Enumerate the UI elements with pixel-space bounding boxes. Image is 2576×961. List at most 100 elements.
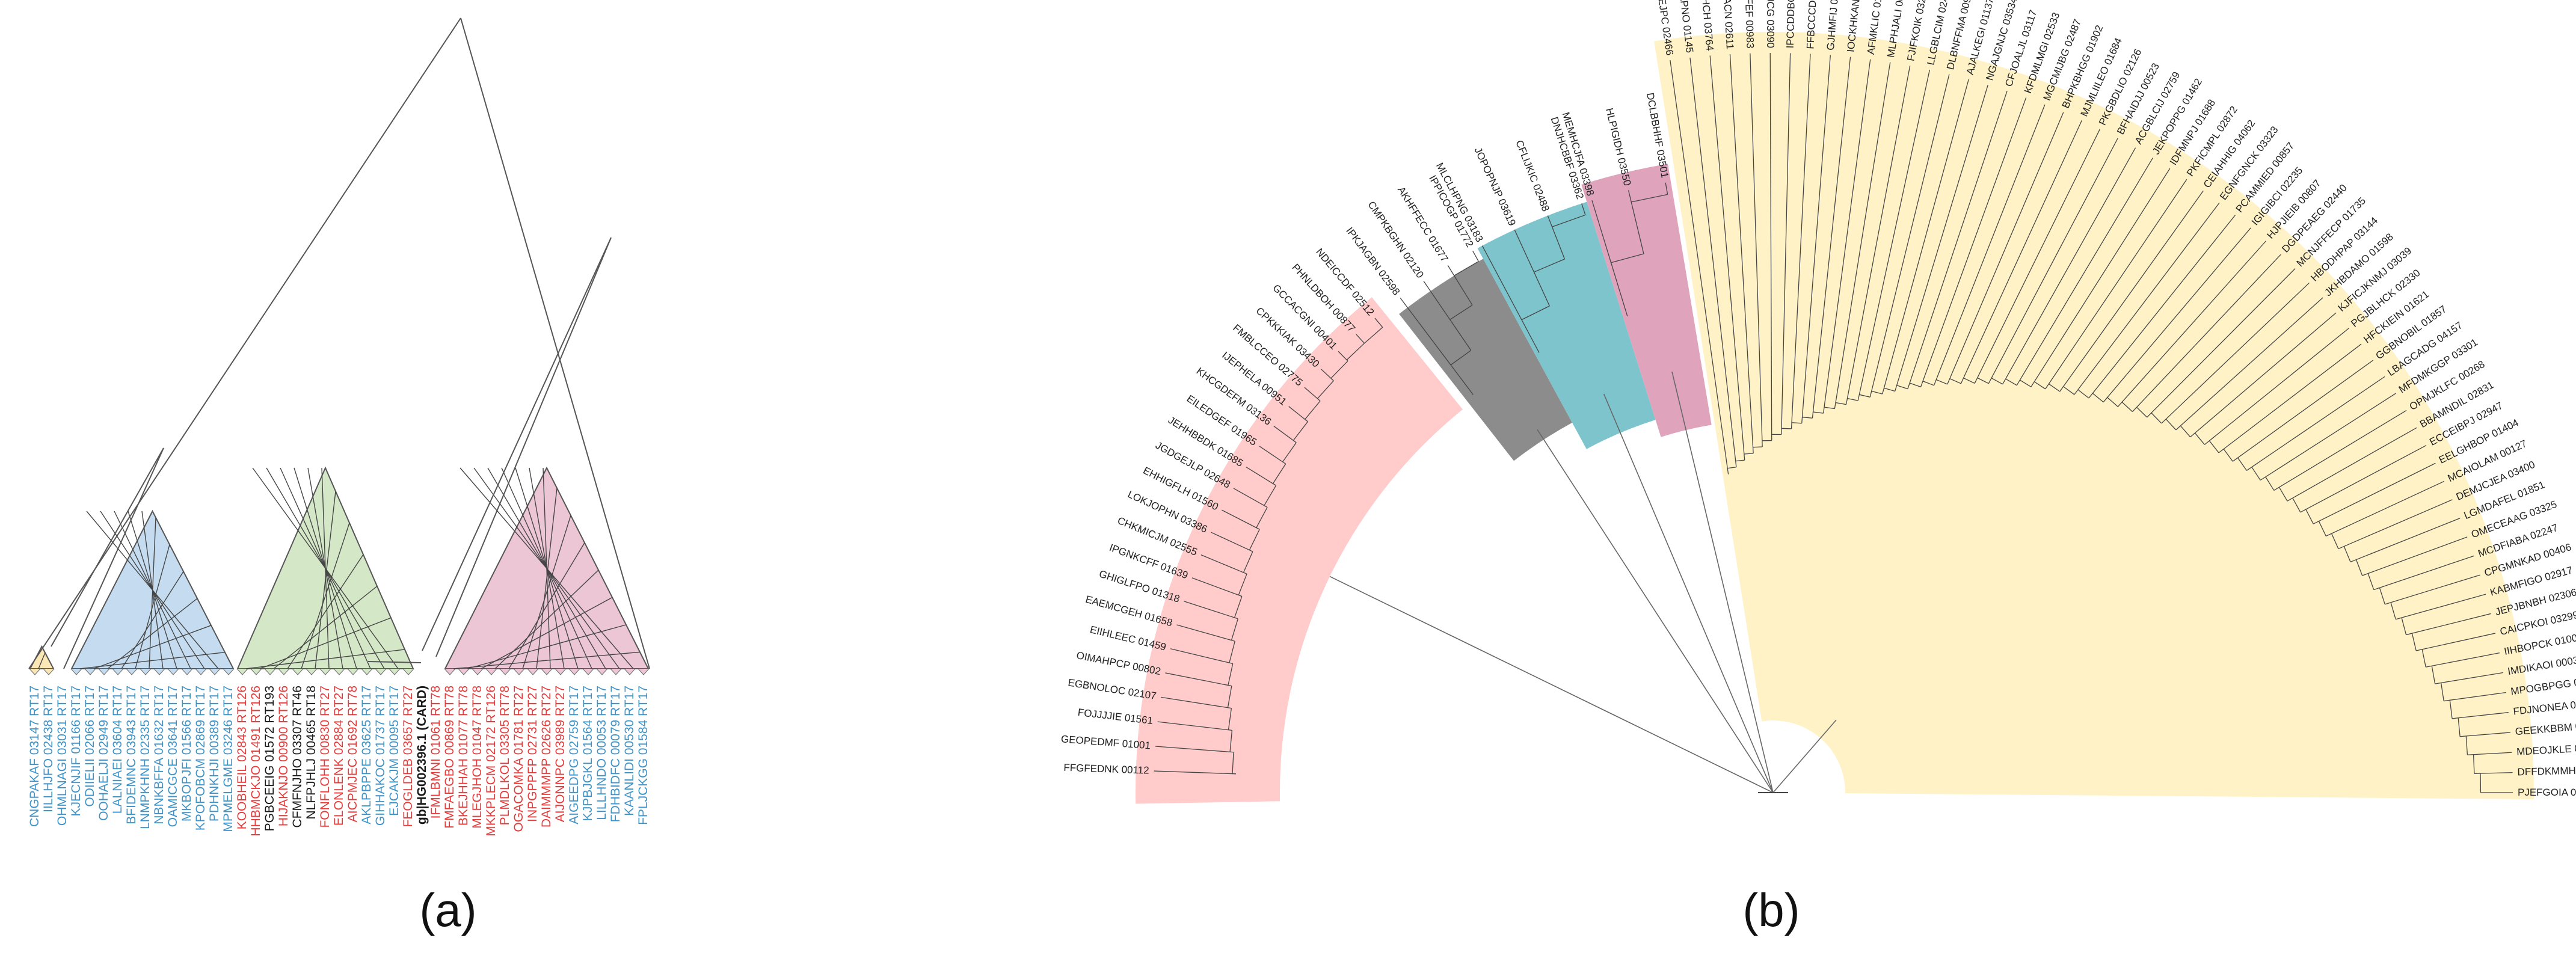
node-connector: [2136, 407, 2148, 418]
leaf-tip: [472, 668, 484, 675]
leaf-tip: [140, 668, 152, 675]
panel-a-label: (a): [419, 883, 476, 936]
node-connector: [1727, 467, 1736, 469]
leaf-label: GIHHAKOC 01737 RT17: [373, 686, 387, 826]
leaf-branch: [1920, 97, 2027, 387]
leaf-tip: [84, 668, 96, 675]
node-connector: [1922, 381, 1934, 386]
leaf-tip: [223, 668, 235, 675]
comb-line: [287, 554, 364, 669]
leaf-branch: [1791, 54, 1811, 429]
comb-line: [453, 651, 641, 669]
node-connector: [2063, 386, 2075, 395]
node-connector: [1305, 401, 1321, 420]
node-connector: [2355, 559, 2363, 576]
leaf-tip: [402, 668, 414, 675]
leaf-branch: [1845, 66, 1911, 405]
node-connector: [2121, 402, 2133, 413]
leaf-branch: [2444, 692, 2506, 702]
node-connector: [1231, 618, 1238, 640]
comb-line: [273, 586, 378, 669]
leaf-branch: [1709, 55, 1745, 461]
node-connector: [2034, 381, 2046, 390]
leaf-branch: [1273, 425, 1297, 443]
leaf-tip: [250, 668, 262, 675]
leaf-branch: [2204, 328, 2349, 445]
clade-stem: [1671, 371, 1774, 793]
leaf-branch: [1447, 265, 1473, 305]
leaf-tip: [153, 668, 165, 675]
leaf-branch: [1472, 250, 1479, 262]
node-connector: [1234, 596, 1243, 618]
comb-line: [135, 544, 170, 669]
leaf-label: LILLHNDO 00053 RT17: [595, 686, 609, 820]
node-connector: [1232, 752, 1234, 774]
comb-line: [508, 542, 585, 669]
leaf-label: ACGBLCIJ 02759: [2133, 70, 2183, 146]
leaf-tip: [541, 668, 553, 675]
leaf-tip: [389, 668, 401, 675]
leaf-tip: [98, 668, 110, 675]
leaf-branch: [1246, 466, 1276, 486]
leaf-branch: [1514, 229, 1550, 307]
leaf-label: PJEFGOIA 03365: [2518, 787, 2576, 798]
node-connector: [1534, 259, 1565, 273]
node-connector: [1238, 574, 1247, 595]
leaf-branch: [2175, 297, 2323, 431]
leaf-branch: [2467, 752, 2512, 755]
leaf-branch: [1191, 577, 1243, 597]
clade-stem: [1537, 429, 1774, 793]
node-connector: [1936, 379, 1948, 385]
clade-pink-sector: [1136, 297, 1463, 804]
clade-teal-sector: [1477, 201, 1656, 449]
leaf-tip: [347, 668, 359, 675]
leaf-tip: [361, 668, 373, 675]
leaf-tip: [195, 668, 207, 675]
leaf-label: OHMLNAGI 03031 RT17: [55, 686, 69, 826]
clade-stem: [1772, 719, 1837, 793]
leaf-tip: [319, 668, 331, 675]
leaf-label: OIMAHPCP 00802: [1075, 649, 1161, 677]
node-connector: [1735, 459, 1745, 462]
node-connector: [2390, 602, 2396, 620]
leaf-branch: [1857, 69, 1931, 401]
comb-line: [522, 515, 571, 669]
leaf-branch: [1628, 190, 1644, 254]
leaf-label: PGBCEEIG 01572 RT193: [263, 686, 277, 831]
comb-line: [301, 523, 350, 669]
leaf-branch: [1400, 298, 1474, 395]
leaf-tip: [43, 668, 55, 675]
leaf-branch: [1665, 182, 1668, 195]
leaf-label: KPOFOBCM 02869 RT17: [194, 686, 207, 831]
leaf-tip: [209, 668, 221, 675]
leaf-label: CFLIJKIC 02488: [1513, 138, 1551, 213]
leaf-label: AICPMJEC 01692 RT78: [346, 686, 360, 822]
leaf-label: ODIIELII 02066 RT17: [83, 686, 97, 807]
leaf-branch: [1356, 334, 1365, 344]
comb-line: [93, 625, 212, 669]
leaf-label: PHNLDBOH 00877: [1290, 262, 1357, 334]
node-connector: [2092, 393, 2104, 403]
leaf-branch: [2232, 360, 2374, 462]
leaf-branch: [2074, 202, 2220, 395]
leaf-branch: [2416, 633, 2496, 651]
leaf-label: PDHNKHJI 00389 RT17: [207, 686, 221, 821]
leaf-branch: [1689, 57, 1737, 467]
clade-stem: [1329, 576, 1774, 793]
leaf-branch: [1170, 648, 1233, 665]
comb-line: [149, 517, 156, 669]
comb-line: [481, 597, 613, 669]
node-connector: [2318, 521, 2326, 536]
leaf-tip: [264, 668, 276, 675]
leaf-branch: [2190, 312, 2337, 438]
node-connector: [2151, 413, 2162, 424]
node-connector: [1871, 390, 1883, 395]
node-connector: [2421, 649, 2426, 668]
leaf-branch: [1988, 138, 2118, 384]
leaf-branch: [2474, 772, 2513, 774]
clade-yellow-sector: [1654, 32, 2534, 800]
tree-branch: [51, 447, 164, 647]
leaf-branch: [2260, 393, 2396, 481]
leaf-label: IGIGIBCI 02235: [2249, 165, 2305, 228]
